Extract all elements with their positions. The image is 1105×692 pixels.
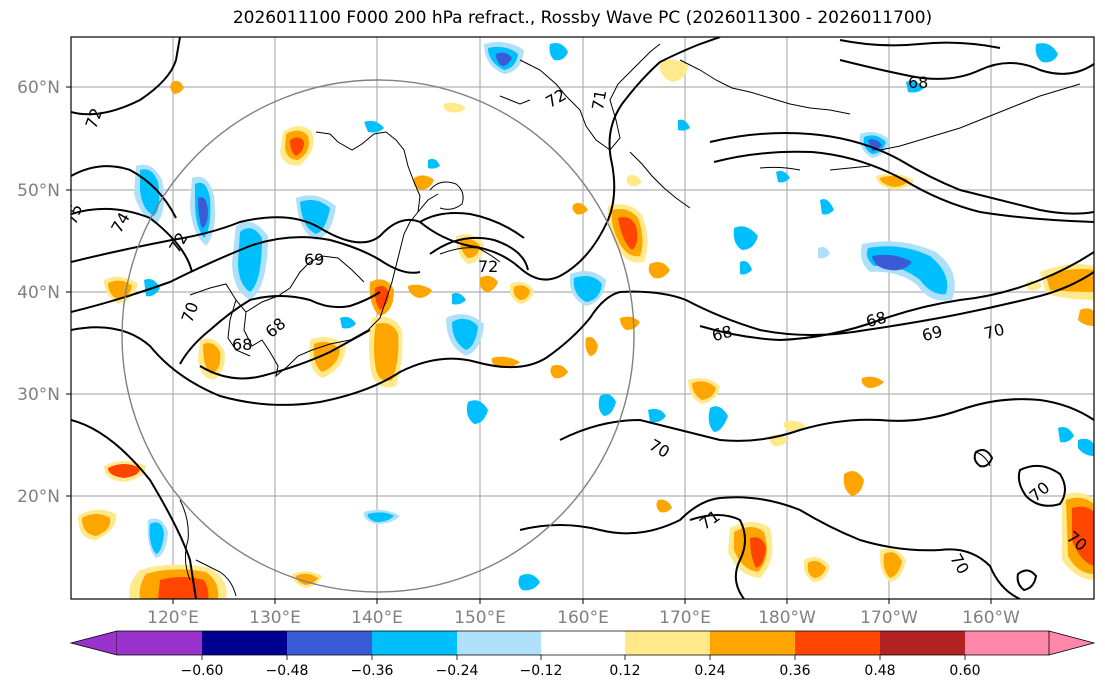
gridlines bbox=[71, 37, 1094, 599]
colorbar-tick-label: 0.24 bbox=[694, 663, 725, 679]
colorbar-cell bbox=[372, 631, 457, 655]
projection-circle bbox=[121, 79, 635, 593]
coastlines bbox=[179, 43, 1081, 597]
lon-label: 120°E bbox=[147, 608, 199, 628]
colorbar-tick-label: 0.60 bbox=[949, 663, 980, 679]
map-title: 2026011100 F000 200 hPa refract., Rossby… bbox=[232, 8, 933, 28]
colorbar-tick-label: −0.12 bbox=[520, 663, 563, 679]
longitude-axis: 120°E 130°E 140°E 150°E 160°E 170°E 180°… bbox=[147, 599, 1020, 628]
lon-label: 160°E bbox=[557, 608, 609, 628]
colorbar-cell bbox=[795, 631, 880, 655]
colorbar-cell bbox=[1048, 630, 1096, 656]
contour-label: 68 bbox=[710, 322, 735, 346]
colorbar-cell bbox=[710, 631, 795, 655]
colorbar-cell bbox=[117, 631, 202, 655]
contour-label: 68 bbox=[908, 73, 928, 92]
colorbar-cell bbox=[880, 631, 965, 655]
colorbar-tick-label: −0.48 bbox=[266, 663, 309, 679]
colorbar-tick-label: −0.36 bbox=[351, 663, 394, 679]
colorbar-cell bbox=[625, 631, 710, 655]
contour-label: 68 bbox=[232, 335, 252, 354]
colorbar-cell bbox=[457, 631, 541, 655]
colorbar-cell bbox=[541, 631, 625, 655]
lat-label: 60°N bbox=[17, 78, 60, 98]
contour-label: 68 bbox=[864, 308, 889, 332]
colorbar-cell bbox=[202, 631, 287, 655]
colorbar-tick-label: −0.60 bbox=[181, 663, 224, 679]
lon-label: 140°E bbox=[351, 608, 403, 628]
colorbar-tick-label: −0.24 bbox=[436, 663, 479, 679]
colorbar-tick-label: 0.12 bbox=[609, 663, 640, 679]
colorbar: −0.60 −0.48 −0.36 −0.24 −0.12 0.12 0.24 … bbox=[69, 630, 1096, 679]
positive-anomaly-shading bbox=[78, 59, 1094, 599]
colorbar-cell bbox=[69, 630, 118, 656]
lon-label: 150°E bbox=[454, 608, 506, 628]
colorbar-tick-label: 0.36 bbox=[779, 663, 810, 679]
contour-label: 70 bbox=[982, 320, 1007, 344]
colorbar-tick-label: 0.48 bbox=[864, 663, 895, 679]
lat-label: 20°N bbox=[17, 487, 60, 507]
colorbar-cell bbox=[287, 631, 372, 655]
lat-label: 30°N bbox=[17, 385, 60, 405]
contour-label: 69 bbox=[304, 250, 324, 269]
contour-label: 69 bbox=[920, 322, 945, 346]
contour-lines bbox=[71, 37, 1094, 599]
lon-label: 170°E bbox=[659, 608, 711, 628]
lon-label: 170°W bbox=[860, 608, 918, 628]
lat-label: 50°N bbox=[17, 181, 60, 201]
contour-label: 71 bbox=[588, 88, 610, 111]
lon-label: 130°E bbox=[249, 608, 301, 628]
latitude-axis: 60°N 50°N 40°N 30°N 20°N bbox=[17, 78, 71, 507]
lon-label: 180°W bbox=[758, 608, 816, 628]
lat-label: 40°N bbox=[17, 283, 60, 303]
colorbar-cell bbox=[965, 631, 1049, 655]
negative-anomaly-shading bbox=[134, 42, 1094, 591]
contour-label: 72 bbox=[478, 257, 498, 276]
lon-label: 160°W bbox=[962, 608, 1020, 628]
